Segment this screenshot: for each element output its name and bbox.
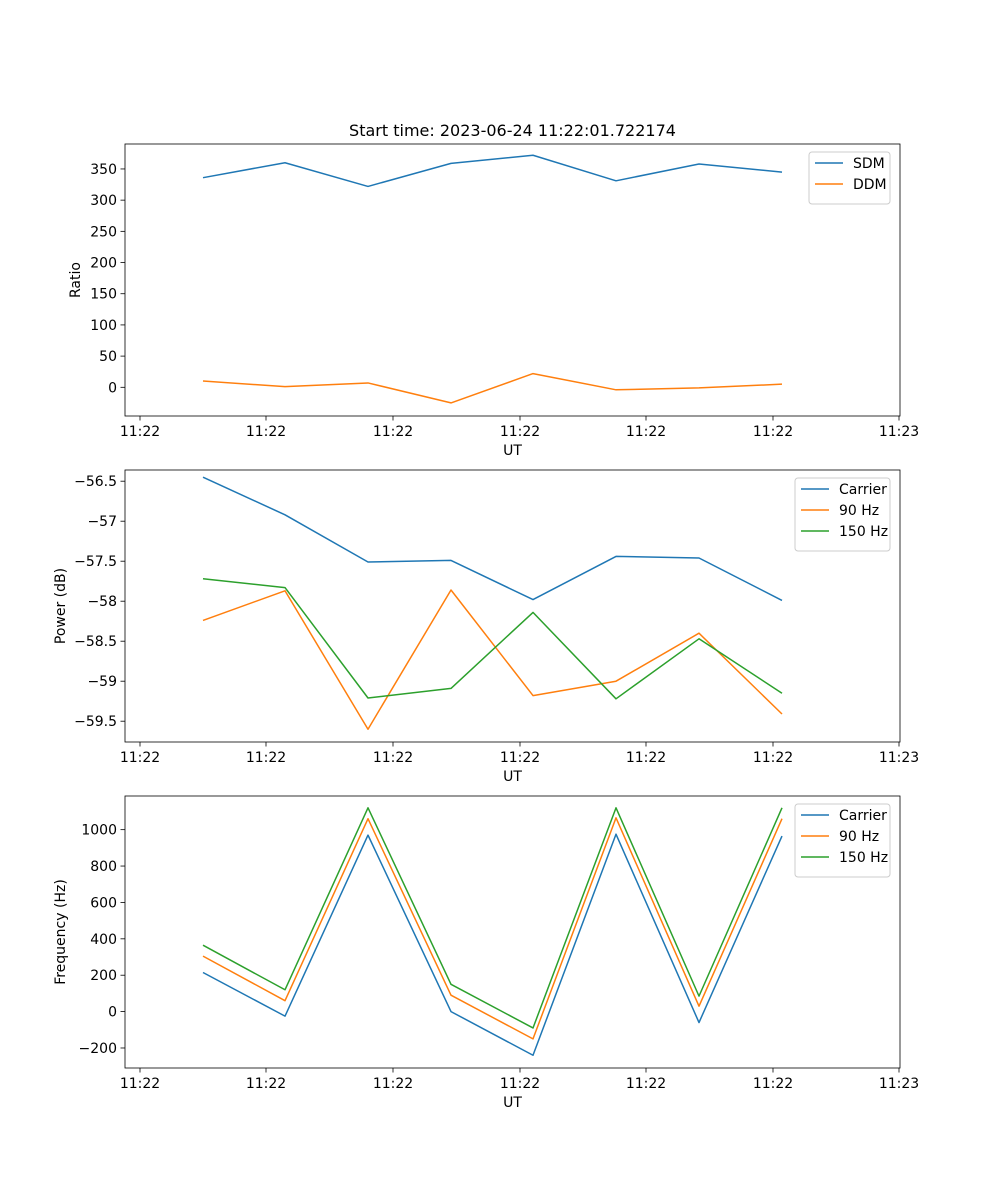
y-tick-label: 100 bbox=[90, 318, 117, 334]
y-tick-label: 300 bbox=[90, 193, 117, 209]
series-line-3-1 bbox=[202, 833, 783, 1057]
legend-label: DDM bbox=[853, 177, 887, 193]
legend-label: 90 Hz bbox=[839, 829, 879, 845]
x-tick-label: 11:22 bbox=[626, 424, 666, 440]
x-tick-label: 11:23 bbox=[879, 750, 919, 766]
x-tick-label: 11:22 bbox=[246, 750, 286, 766]
y-tick-label: 150 bbox=[90, 287, 117, 303]
x-tick-label: 11:23 bbox=[879, 1076, 919, 1092]
y-tick-label: −58 bbox=[87, 594, 117, 610]
y-tick-label: −59 bbox=[87, 674, 117, 690]
chart-panel-1: 11:22 11:22 11:22 11:22 11:22 11:22 11:23 0 50 10… bbox=[68, 143, 919, 459]
plot-frame bbox=[124, 795, 901, 1069]
x-axis-label: UT bbox=[503, 443, 522, 459]
legend-box bbox=[794, 477, 891, 552]
y-tick-label: −56.5 bbox=[74, 474, 117, 490]
legend-label: SDM bbox=[853, 156, 885, 172]
y-tick-label: 350 bbox=[90, 162, 117, 178]
legend-box bbox=[794, 803, 891, 878]
y-tick-label: −58.5 bbox=[74, 634, 117, 650]
y-tick-label: 1000 bbox=[81, 823, 117, 839]
x-tick-label: 11:22 bbox=[753, 424, 793, 440]
series-line-1-2 bbox=[202, 372, 783, 404]
legend-label: Carrier bbox=[839, 808, 887, 824]
chart-panel-3: 11:22 11:22 11:22 11:22 11:22 11:22 11:23 −200 0… bbox=[53, 795, 919, 1111]
x-tick-label: 11:22 bbox=[373, 750, 413, 766]
legend-label: 90 Hz bbox=[839, 503, 879, 519]
series-line-2-3 bbox=[202, 578, 783, 700]
legend-box bbox=[808, 151, 891, 205]
y-tick-label: 0 bbox=[108, 1005, 117, 1021]
y-tick-label: 600 bbox=[90, 895, 117, 911]
y-axis-label: Frequency (Hz) bbox=[53, 879, 69, 985]
chart-panel-2: 11:22 11:22 11:22 11:22 11:22 11:22 11:23 −56.5… bbox=[53, 469, 919, 785]
series-line-3-3 bbox=[202, 807, 783, 1029]
x-tick-label: 11:22 bbox=[373, 424, 413, 440]
x-tick-label: 11:22 bbox=[246, 424, 286, 440]
x-tick-label: 11:22 bbox=[753, 1076, 793, 1092]
plot-frame bbox=[124, 469, 901, 743]
x-tick-label: 11:22 bbox=[373, 1076, 413, 1092]
figure-title: Start time: 2023-06-24 11:22:01.722174 bbox=[349, 121, 676, 140]
x-tick-label: 11:22 bbox=[500, 1076, 540, 1092]
panels: 11:22 11:22 11:22 11:22 11:22 11:22 11:23 0 50 10… bbox=[53, 143, 919, 1111]
x-tick-label: 11:22 bbox=[120, 750, 160, 766]
x-tick-label: 11:22 bbox=[626, 1076, 666, 1092]
y-tick-label: 800 bbox=[90, 859, 117, 875]
legend-label: Carrier bbox=[839, 482, 887, 498]
y-tick-label: 50 bbox=[99, 349, 117, 365]
y-tick-label: −57 bbox=[87, 514, 117, 530]
y-tick-label: −57.5 bbox=[74, 554, 117, 570]
x-tick-label: 11:22 bbox=[753, 750, 793, 766]
legend-label: 150 Hz bbox=[839, 850, 888, 866]
y-axis-label: Ratio bbox=[68, 262, 84, 298]
x-tick-label: 11:23 bbox=[879, 424, 919, 440]
x-axis-label: UT bbox=[503, 1095, 522, 1111]
x-tick-label: 11:22 bbox=[500, 750, 540, 766]
legend-label: 150 Hz bbox=[839, 524, 888, 540]
y-axis-label: Power (dB) bbox=[53, 568, 69, 644]
y-tick-label: 0 bbox=[108, 380, 117, 396]
series-line-2-2 bbox=[202, 589, 783, 730]
x-axis-label: UT bbox=[503, 769, 522, 785]
series-line-2-1 bbox=[202, 476, 783, 602]
y-tick-label: 200 bbox=[90, 968, 117, 984]
y-tick-label: 200 bbox=[90, 256, 117, 272]
series-line-3-2 bbox=[202, 817, 783, 1040]
y-tick-label: −200 bbox=[79, 1041, 117, 1057]
x-tick-label: 11:22 bbox=[120, 424, 160, 440]
series-line-1-1 bbox=[202, 154, 783, 188]
x-tick-label: 11:22 bbox=[626, 750, 666, 766]
x-tick-label: 11:22 bbox=[120, 1076, 160, 1092]
y-tick-label: 250 bbox=[90, 224, 117, 240]
x-tick-label: 11:22 bbox=[246, 1076, 286, 1092]
x-tick-label: 11:22 bbox=[500, 424, 540, 440]
plot-frame bbox=[124, 143, 901, 417]
y-tick-label: 400 bbox=[90, 932, 117, 948]
y-tick-label: −59.5 bbox=[74, 714, 117, 730]
